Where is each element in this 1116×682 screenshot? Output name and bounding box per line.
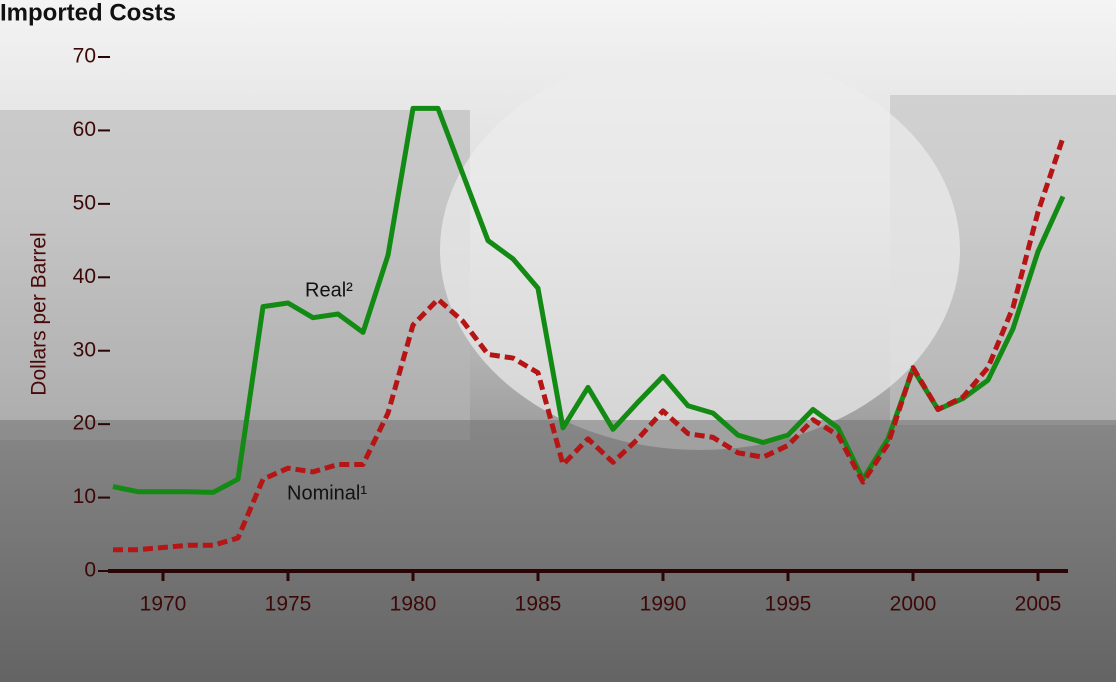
x-tick-label: 1995 [765, 593, 812, 616]
y-tick-label: 60 [73, 118, 96, 141]
building-left [0, 110, 470, 440]
x-tick-label: 1985 [515, 593, 562, 616]
y-tick-label: 10 [73, 485, 96, 508]
y-tick-label: 30 [73, 338, 96, 361]
smoke [440, 50, 960, 450]
series-line [113, 136, 1066, 553]
y-tick-label: 20 [73, 412, 96, 435]
annotation: Nominal¹ [287, 482, 367, 504]
x-tick-label: 1970 [140, 593, 187, 616]
annotation: Real² [305, 279, 353, 301]
x-tick-label: 1980 [390, 593, 437, 616]
x-tick-label: 1975 [265, 593, 312, 616]
y-tick-label: 40 [73, 265, 96, 288]
rubble [0, 420, 1116, 682]
y-axis-label: Dollars per Barrel [28, 232, 51, 395]
chart-title: Imported Costs [0, 0, 176, 26]
x-tick-label: 1990 [640, 593, 687, 616]
y-tick-label: 0 [84, 559, 96, 582]
x-tick-label: 2000 [890, 593, 937, 616]
y-tick-label: 70 [73, 45, 96, 68]
x-tick-label: 2005 [1015, 593, 1062, 616]
y-tick-label: 50 [73, 191, 96, 214]
